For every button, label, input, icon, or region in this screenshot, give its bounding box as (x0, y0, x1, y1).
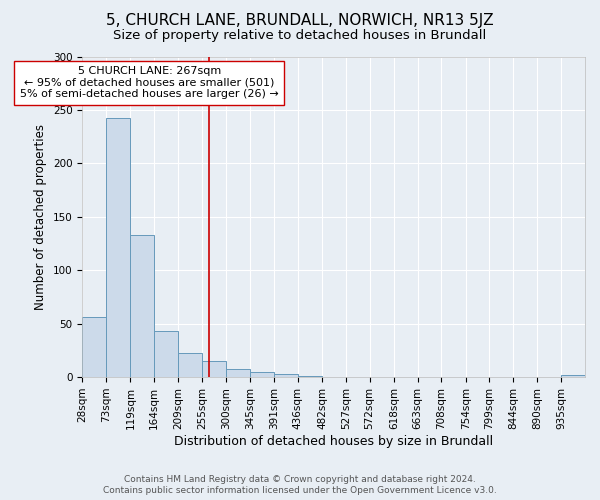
Bar (298, 376, 322, 377)
Bar (274, 374, 298, 377)
Bar (82, 318, 106, 377)
Bar (178, 352, 202, 377)
Text: 5 CHURCH LANE: 267sqm
← 95% of detached houses are smaller (501)
5% of semi-deta: 5 CHURCH LANE: 267sqm ← 95% of detached … (20, 66, 279, 100)
Bar (202, 361, 226, 377)
Bar (250, 372, 274, 377)
Bar (561, 375, 585, 377)
Text: Contains public sector information licensed under the Open Government Licence v3: Contains public sector information licen… (103, 486, 497, 495)
Bar (130, 235, 154, 377)
Bar (154, 331, 178, 377)
Bar (106, 118, 130, 377)
Text: 5, CHURCH LANE, BRUNDALL, NORWICH, NR13 5JZ: 5, CHURCH LANE, BRUNDALL, NORWICH, NR13 … (106, 12, 494, 28)
Text: Size of property relative to detached houses in Brundall: Size of property relative to detached ho… (113, 29, 487, 42)
Text: Contains HM Land Registry data © Crown copyright and database right 2024.: Contains HM Land Registry data © Crown c… (124, 475, 476, 484)
Bar (226, 368, 250, 377)
X-axis label: Distribution of detached houses by size in Brundall: Distribution of detached houses by size … (174, 434, 493, 448)
Y-axis label: Number of detached properties: Number of detached properties (34, 124, 47, 310)
